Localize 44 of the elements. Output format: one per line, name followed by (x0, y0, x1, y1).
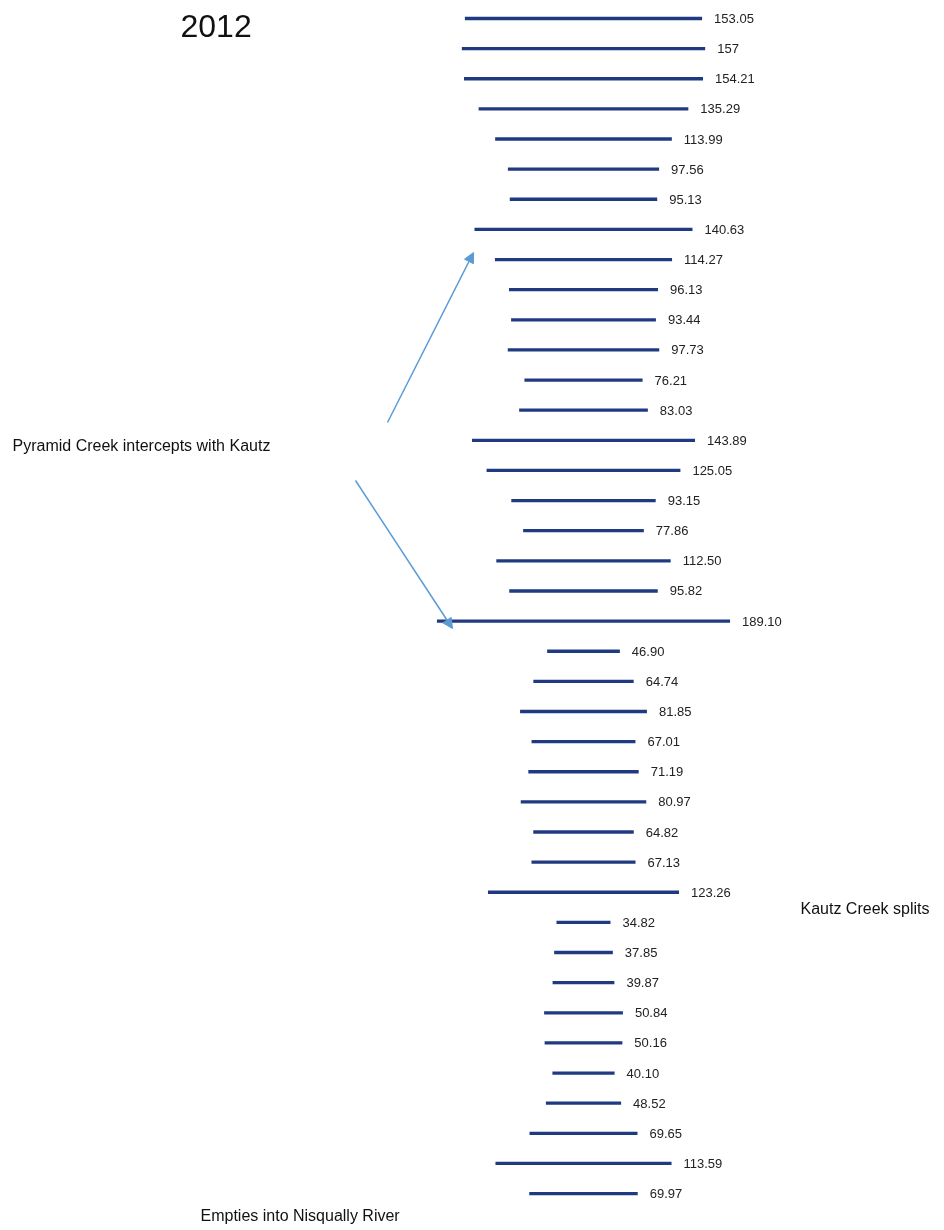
data-label: 95.13 (669, 191, 702, 207)
data-label: 37.85 (624, 945, 658, 961)
data-label: 46.90 (631, 643, 665, 659)
data-label: 135.29 (700, 101, 741, 117)
data-label: 114.27 (684, 252, 723, 268)
text: Empties into Nisqually River (200, 1207, 401, 1224)
data-label: 67.13 (647, 854, 681, 870)
data-label: 39.87 (626, 975, 659, 991)
data-label: 67.01 (647, 734, 680, 750)
data-label: 157 (717, 41, 739, 57)
data-label: 71.19 (650, 764, 684, 780)
data-label: 76.21 (654, 372, 688, 388)
data-label: 143.89 (707, 432, 747, 448)
data-label: 189.10 (742, 613, 782, 629)
data-label: 140.63 (704, 221, 745, 237)
data-label: 153.05 (714, 11, 754, 26)
data-label: 97.56 (671, 161, 704, 177)
data-label: 40.10 (626, 1065, 660, 1081)
data-label: 81.85 (658, 703, 692, 719)
data-label: 83.03 (659, 402, 693, 418)
text: 2012 (180, 7, 252, 44)
data-label: 48.52 (633, 1095, 666, 1111)
data-label: 97.73 (671, 342, 704, 358)
data-label: 96.13 (670, 282, 703, 298)
data-label: 112.50 (682, 553, 722, 569)
data-label: 50.84 (634, 1005, 668, 1021)
data-label: 64.82 (645, 824, 679, 840)
data-label: 77.86 (655, 523, 689, 539)
data-label: 50.16 (634, 1035, 667, 1051)
data-label: 64.74 (645, 673, 679, 689)
data-label: 80.97 (658, 794, 691, 810)
data-label: 95.82 (669, 583, 703, 599)
data-label: 34.82 (622, 914, 656, 930)
data-label: 154.21 (715, 71, 755, 87)
data-label: 125.05 (692, 462, 733, 478)
data-label: 93.15 (667, 493, 701, 509)
data-label: 113.99 (683, 131, 723, 147)
data-label: 93.44 (667, 312, 701, 328)
data-label: 69.65 (649, 1125, 683, 1141)
text: Pyramid Creek intercepts with Kautz (12, 437, 271, 454)
data-label: 69.97 (649, 1186, 683, 1202)
data-label: 123.26 (691, 884, 731, 900)
text: Kautz Creek splits (800, 900, 930, 917)
data-label: 113.59 (683, 1155, 723, 1171)
